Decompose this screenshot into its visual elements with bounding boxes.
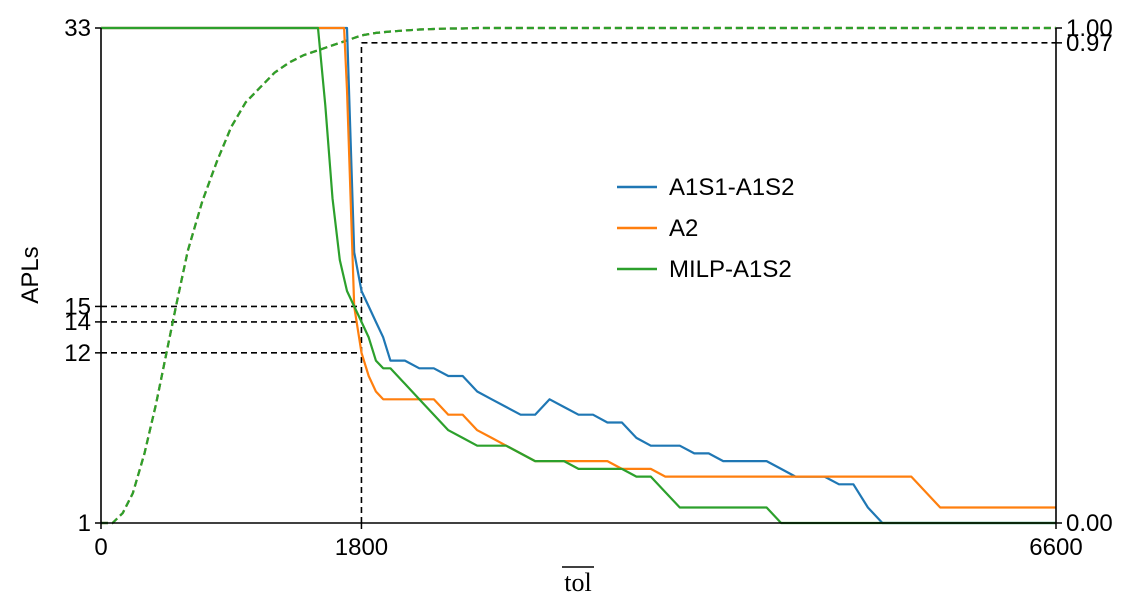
axes	[100, 28, 1057, 524]
y-left-tick-label: 1	[78, 510, 91, 537]
reference-lines	[101, 42, 1056, 523]
series-line-milp-a1s2-apls	[101, 26, 1056, 525]
y-left-tick-label: 15	[64, 293, 91, 320]
x-axis-label: tol	[564, 568, 591, 597]
series-line-a1s1-a1s2-apls	[101, 26, 1056, 525]
series-line-a2-apls	[101, 26, 1056, 509]
series-line-a2-ratio	[101, 26, 1056, 525]
legend-label-a2: A2	[669, 215, 698, 242]
y-right-tick-label: 0.00	[1066, 510, 1113, 537]
legend-label-milp-a1s2: MILP-A1S2	[669, 256, 792, 283]
x-tick-label: 1800	[335, 534, 388, 561]
y-left-tick-label: 33	[64, 15, 91, 42]
y-axis-label: APLs	[17, 246, 44, 303]
legend: A1S1-A1S2 A2 MILP-A1S2	[617, 174, 794, 283]
y-right-tick-label: 0.97	[1066, 30, 1113, 57]
legend-label-a1s1-a1s2: A1S1-A1S2	[669, 174, 794, 201]
series-layer	[101, 26, 1056, 525]
y-left-tick-label: 12	[64, 340, 91, 367]
x-tick-label: 6600	[1029, 534, 1082, 561]
y-right-tick-label: 1.00	[1066, 15, 1113, 42]
y-left-tick-label: 14	[64, 309, 91, 336]
series-line-milp-a1s2-ratio	[101, 26, 1056, 525]
x-tick-label: 0	[94, 534, 107, 561]
series-line-a1s1-a1s2-ratio	[101, 26, 1056, 525]
